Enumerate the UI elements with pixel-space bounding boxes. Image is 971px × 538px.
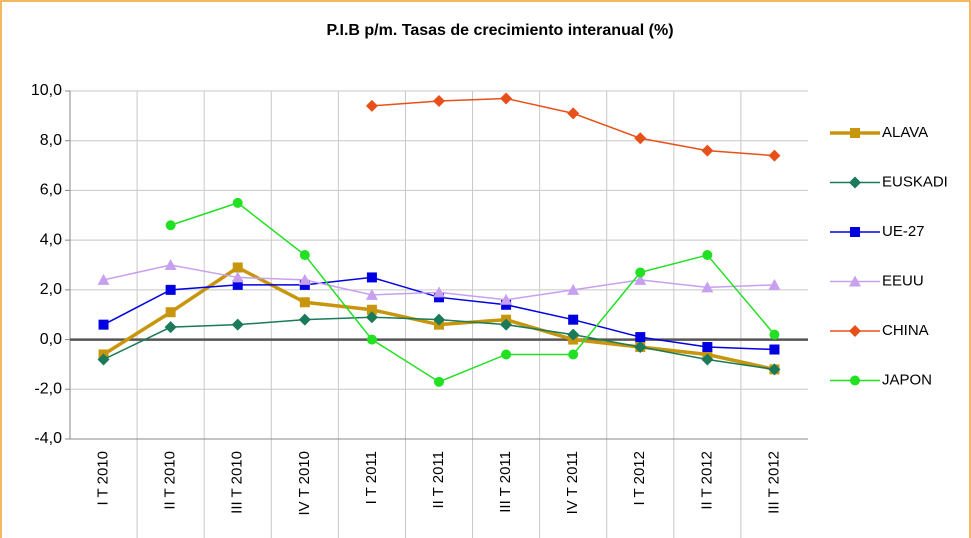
marker — [567, 283, 580, 295]
legend-label: JAPON — [882, 371, 932, 388]
y-tick-label: 4,0 — [40, 231, 62, 248]
marker — [165, 284, 176, 295]
x-tick-label: IV T 2011 — [564, 451, 581, 514]
y-tick-label: 10,0 — [31, 82, 62, 99]
marker — [500, 92, 513, 105]
marker — [231, 318, 244, 331]
marker — [164, 259, 177, 270]
y-tick-label: -2,0 — [34, 381, 62, 398]
x-tick-label: I T 2012 — [631, 451, 648, 506]
y-tick-label: 2,0 — [40, 281, 62, 298]
series-line — [170, 202, 776, 383]
marker — [634, 132, 647, 145]
marker — [232, 197, 243, 208]
marker — [433, 313, 445, 326]
marker — [366, 334, 377, 345]
legend-label: EUSKADI — [882, 173, 948, 190]
legend-marker — [849, 275, 861, 287]
marker — [97, 273, 110, 285]
marker — [568, 349, 579, 360]
marker — [768, 278, 781, 290]
series — [365, 92, 781, 162]
marker — [500, 293, 513, 305]
marker — [433, 286, 445, 298]
marker — [366, 304, 377, 315]
legend-marker — [849, 176, 861, 189]
marker — [701, 353, 714, 366]
legend-label: UE-27 — [882, 223, 925, 240]
marker — [298, 273, 311, 285]
y-tick-label: 0,0 — [40, 331, 62, 348]
x-tick-label: I T 2010 — [95, 451, 112, 506]
legend-marker — [850, 128, 860, 138]
legend-label: EEUU — [882, 272, 924, 289]
marker — [567, 328, 580, 341]
x-tick-label: III T 2012 — [765, 451, 782, 514]
marker — [299, 297, 310, 308]
marker — [232, 279, 243, 290]
y-tick-label: 6,0 — [40, 182, 62, 199]
marker — [299, 250, 310, 261]
legend-marker — [849, 325, 861, 337]
marker — [635, 267, 646, 278]
marker — [365, 288, 378, 300]
x-tick-label: IV T 2010 — [296, 451, 313, 516]
x-tick-label: III T 2010 — [229, 451, 246, 514]
marker — [501, 349, 512, 360]
series — [165, 197, 780, 387]
marker — [500, 318, 513, 331]
marker — [634, 341, 647, 354]
marker — [768, 363, 781, 376]
legend-marker — [850, 375, 860, 386]
marker — [768, 149, 781, 162]
legend-label: CHINA — [882, 322, 929, 339]
marker — [434, 376, 444, 387]
y-tick-label: -4,0 — [34, 430, 62, 447]
chart-title: P.I.B p/m. Tasas de crecimiento interanu… — [326, 22, 673, 39]
marker — [298, 313, 311, 326]
marker — [366, 272, 377, 283]
y-tick-label: 8,0 — [40, 132, 62, 149]
x-tick-label: III T 2011 — [497, 451, 514, 513]
marker — [567, 107, 580, 120]
marker — [433, 94, 445, 107]
marker — [165, 307, 176, 318]
marker — [701, 281, 714, 293]
marker — [769, 329, 780, 340]
marker — [568, 314, 579, 325]
x-tick-label: I T 2011 — [363, 451, 380, 504]
marker — [769, 344, 780, 355]
marker — [701, 144, 714, 157]
legend-label: ALAVA — [882, 124, 928, 141]
marker — [165, 220, 176, 231]
marker — [232, 262, 243, 273]
marker — [365, 311, 378, 324]
x-tick-label: II T 2012 — [698, 451, 715, 510]
marker — [98, 319, 109, 330]
x-tick-label: II T 2011 — [430, 451, 447, 509]
marker — [97, 353, 110, 366]
marker — [702, 342, 713, 353]
marker — [702, 250, 713, 261]
marker — [164, 321, 177, 334]
legend-marker — [850, 227, 860, 237]
x-tick-label: II T 2010 — [162, 451, 179, 510]
series — [97, 311, 781, 376]
marker — [365, 99, 378, 112]
marker — [231, 271, 244, 283]
marker — [635, 332, 646, 343]
marker — [634, 273, 647, 285]
series — [97, 259, 781, 305]
